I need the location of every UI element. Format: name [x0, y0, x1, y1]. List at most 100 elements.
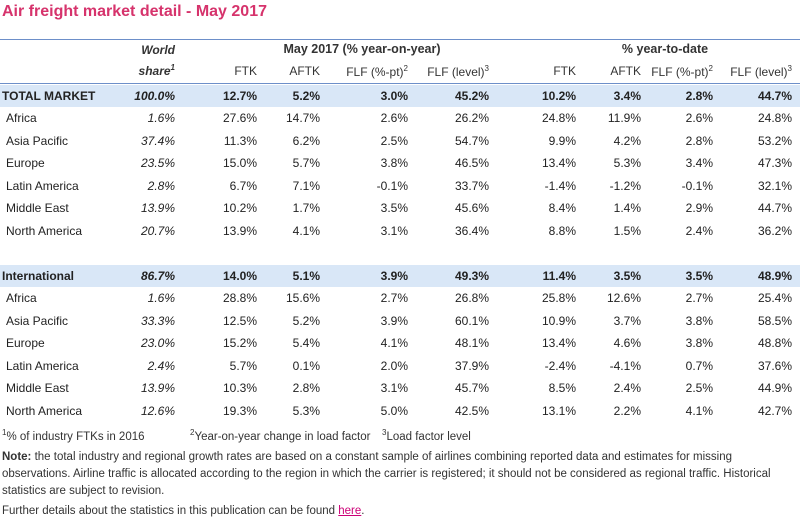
flf-pt-cell: 3.9%	[380, 269, 408, 283]
flf-pt-cell: 4.1%	[380, 336, 408, 350]
flf-level-cell: 54.7%	[454, 134, 489, 148]
ytd-ftk-cell: -2.4%	[544, 359, 576, 373]
region-name: Latin America	[6, 359, 79, 373]
ytd-flf-pt-cell: 3.5%	[685, 269, 713, 283]
flf-level-cell: 45.6%	[454, 201, 489, 215]
aftk-cell: 7.1%	[292, 179, 320, 193]
ftk-cell: 13.9%	[222, 224, 257, 238]
ftk-cell: 19.3%	[222, 404, 257, 418]
aftk-cell: 5.2%	[292, 89, 320, 103]
aftk-cell: 15.6%	[285, 291, 320, 305]
flf-pt-cell: 3.8%	[380, 156, 408, 170]
flf-level-cell: 48.1%	[454, 336, 489, 350]
aftk-cell: 5.7%	[292, 156, 320, 170]
region-name: North America	[6, 404, 83, 418]
ytd-flf-pt-cell: 2.8%	[685, 89, 713, 103]
flf-pt-cell: -0.1%	[376, 179, 408, 193]
table-row: Middle East 13.9% 10.2% 1.7% 3.5% 45.6% 8.4% 1.…	[0, 197, 800, 219]
ftk-cell: 27.6%	[222, 111, 257, 125]
ytd-flf-pt-cell: 4.1%	[685, 404, 713, 418]
ytd-ftk-cell: 10.2%	[541, 89, 576, 103]
table-row: Asia Pacific 33.3% 12.5% 5.2% 3.9% 60.1% 10.9%…	[0, 310, 800, 332]
region-name: Middle East	[6, 201, 69, 215]
ytd-ftk-cell: 13.4%	[541, 156, 576, 170]
flf-level-cell: 37.9%	[454, 359, 489, 373]
ytd-flf-level-cell: 42.7%	[757, 404, 792, 418]
ytd-aftk-cell: 3.7%	[613, 314, 641, 328]
world-share-cell: 13.9%	[140, 381, 175, 395]
region-name: Europe	[6, 336, 45, 350]
world-share-cell: 100.0%	[134, 89, 175, 103]
header-top-rule	[0, 39, 800, 40]
ytd-aftk-cell: 1.5%	[613, 224, 641, 238]
world-share-cell: 86.7%	[140, 269, 175, 283]
aftk-cell: 0.1%	[292, 359, 320, 373]
methodology-note: Note: the total industry and regional gr…	[2, 451, 771, 497]
col-header-ytd-aftk: AFTK	[610, 64, 641, 78]
ytd-flf-level-cell: 48.8%	[757, 336, 792, 350]
ytd-aftk-cell: -4.1%	[609, 359, 641, 373]
world-share-cell: 20.7%	[140, 224, 175, 238]
ytd-flf-level-cell: 58.5%	[757, 314, 792, 328]
ytd-aftk-cell: 3.4%	[613, 89, 641, 103]
table-row: North America 12.6% 19.3% 5.3% 5.0% 42.5% 13.1…	[0, 400, 800, 422]
flf-level-cell: 26.2%	[454, 111, 489, 125]
ytd-aftk-cell: 11.9%	[607, 111, 641, 125]
aftk-cell: 5.4%	[292, 336, 320, 350]
ytd-aftk-cell: 12.6%	[606, 291, 641, 305]
table-row: International 86.7% 14.0% 5.1% 3.9% 49.3% 11.4…	[0, 265, 800, 287]
flf-level-cell: 26.8%	[454, 291, 489, 305]
ytd-ftk-cell: 8.5%	[548, 381, 576, 395]
world-share-cell: 1.6%	[147, 291, 175, 305]
ytd-flf-level-cell: 44.9%	[757, 381, 792, 395]
ftk-cell: 10.3%	[222, 381, 257, 395]
ytd-flf-pt-cell: 0.7%	[685, 359, 713, 373]
footnote-share: 1% of industry FTKs in 2016	[2, 428, 145, 443]
ytd-aftk-cell: 2.2%	[613, 404, 641, 418]
region-name: Africa	[6, 291, 37, 305]
ytd-flf-pt-cell: 3.8%	[685, 336, 713, 350]
ytd-aftk-cell: 5.3%	[613, 156, 641, 170]
ytd-ftk-cell: 11.4%	[542, 269, 576, 283]
world-share-cell: 23.5%	[140, 156, 175, 170]
flf-level-cell: 42.5%	[454, 404, 489, 418]
ytd-flf-pt-cell: 2.8%	[685, 134, 713, 148]
region-name: Asia Pacific	[6, 134, 69, 148]
flf-level-cell: 36.4%	[454, 224, 489, 238]
world-header: World	[141, 43, 175, 57]
world-share-cell: 2.8%	[147, 179, 175, 193]
flf-level-cell: 45.7%	[454, 381, 489, 395]
region-name: North America	[6, 224, 83, 238]
here-link[interactable]: here	[338, 505, 362, 517]
flf-pt-cell: 3.1%	[380, 224, 408, 238]
col-header-flf-level: FLF (level)3	[427, 64, 489, 79]
world-share-cell: 1.6%	[147, 111, 175, 125]
region-name: Europe	[6, 156, 45, 170]
ytd-ftk-cell: 10.9%	[541, 314, 576, 328]
ftk-cell: 15.2%	[222, 336, 257, 350]
header-bottom-rule	[0, 83, 800, 84]
ytd-ftk-cell: 24.8%	[541, 111, 576, 125]
table-row: Europe 23.5% 15.0% 5.7% 3.8% 46.5% 13.4% 5.3% 3.…	[0, 152, 800, 174]
further-details: Further details about the statistics in …	[2, 505, 365, 517]
aftk-cell: 6.2%	[292, 134, 320, 148]
ytd-flf-level-cell: 24.8%	[757, 111, 792, 125]
group-header-year-to-date: % year-to-date	[621, 42, 709, 56]
ftk-cell: 28.8%	[222, 291, 257, 305]
flf-pt-cell: 2.7%	[380, 291, 408, 305]
table-row: North America 20.7% 13.9% 4.1% 3.1% 36.4% 8.8%…	[0, 220, 800, 242]
flf-level-cell: 33.7%	[454, 179, 489, 193]
table-row: TOTAL MARKET 100.0% 12.7% 5.2% 3.0% 45.2% 10.2…	[0, 85, 800, 107]
ytd-flf-pt-cell: 2.5%	[685, 381, 713, 395]
ytd-ftk-cell: 13.4%	[541, 336, 576, 350]
ytd-flf-pt-cell: 3.8%	[685, 314, 713, 328]
ytd-flf-pt-cell: 3.4%	[685, 156, 713, 170]
ytd-flf-pt-cell: 2.7%	[685, 291, 713, 305]
table-row: Middle East 13.9% 10.3% 2.8% 3.1% 45.7% 8.5% 2.…	[0, 377, 800, 399]
aftk-cell: 4.1%	[292, 224, 320, 238]
aftk-cell: 5.3%	[292, 404, 320, 418]
flf-level-cell: 46.5%	[454, 156, 489, 170]
group-header-may-2017: May 2017 (% year-on-year)	[283, 42, 441, 56]
ytd-aftk-cell: 4.6%	[613, 336, 641, 350]
flf-pt-cell: 2.0%	[380, 359, 408, 373]
